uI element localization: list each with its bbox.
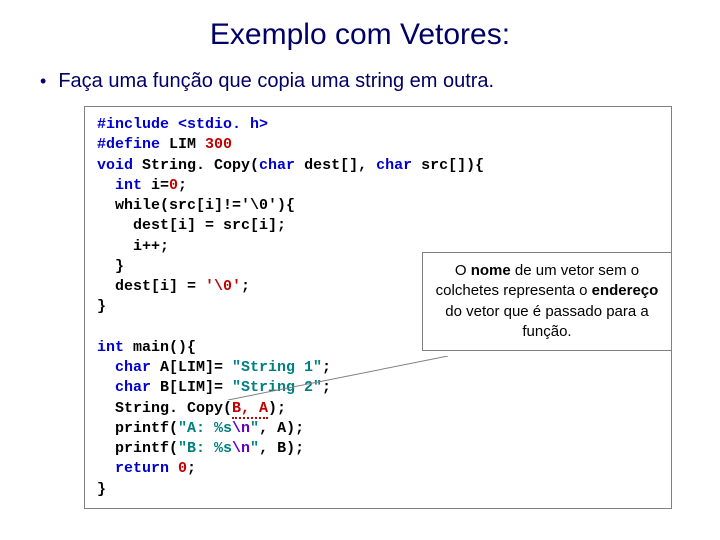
code-str: "String 1": [232, 359, 322, 376]
callout-text: do vetor que é passado para a função.: [445, 303, 648, 340]
code-txt: B[LIM]=: [160, 379, 232, 396]
code-txt: printf(: [97, 440, 178, 457]
code-kw: int: [97, 339, 133, 356]
code-txt: ;: [187, 460, 196, 477]
code-include: <stdio. h>: [178, 116, 268, 133]
callout-box: O nome de um vetor sem o colchetes repre…: [422, 252, 672, 351]
code-str: ": [250, 440, 259, 457]
code-txt: ;: [178, 177, 187, 194]
code-txt: }: [97, 298, 106, 315]
code-str: "B: %s: [178, 440, 232, 457]
code-txt: printf(: [97, 420, 178, 437]
code-num: 300: [205, 136, 232, 153]
code-txt: , B);: [259, 440, 304, 457]
code-esc: \n: [232, 440, 250, 457]
code-txt: i++;: [97, 238, 169, 255]
slide-title: Exemplo com Vetores:: [40, 18, 680, 52]
callout-bold: endereço: [592, 282, 659, 299]
code-txt: A[LIM]=: [160, 359, 232, 376]
code-kw: char: [376, 157, 412, 174]
code-str: "A: %s: [178, 420, 232, 437]
code-txt: main(){: [133, 339, 196, 356]
code-txt: dest[i] = src[i];: [97, 217, 286, 234]
bullet-row: • Faça uma função que copia uma string e…: [40, 68, 680, 94]
slide: Exemplo com Vetores: • Faça uma função q…: [0, 0, 720, 540]
code-txt: i=: [151, 177, 169, 194]
code-txt: dest[],: [295, 157, 376, 174]
code-kw: #define: [97, 136, 169, 153]
callout-bold: nome: [471, 262, 511, 279]
code-kw: int: [97, 177, 151, 194]
code-txt: }: [97, 258, 124, 275]
code-txt: ;: [322, 359, 331, 376]
code-kw: #include: [97, 116, 178, 133]
code-txt: LIM: [169, 136, 205, 153]
code-kw: char: [259, 157, 295, 174]
code-txt: dest[i] =: [97, 278, 205, 295]
code-kw: char: [97, 379, 160, 396]
code-str: "String 2": [232, 379, 322, 396]
code-txt: String. Copy(: [142, 157, 259, 174]
code-txt: , A);: [259, 420, 304, 437]
code-txt: String. Copy(: [97, 400, 232, 417]
code-chr: '\0': [205, 278, 241, 295]
code-highlight: B, A: [232, 400, 268, 419]
callout-text: O: [455, 262, 471, 279]
code-num: 0: [178, 460, 187, 477]
bullet-icon: •: [40, 68, 46, 94]
code-kw: void: [97, 157, 142, 174]
code-txt: ;: [241, 278, 250, 295]
code-txt: src[]){: [412, 157, 484, 174]
code-txt: while(src[i]!='\0'){: [97, 197, 295, 214]
code-txt: );: [268, 400, 286, 417]
code-txt: ;: [322, 379, 331, 396]
bullet-text: Faça uma função que copia uma string em …: [58, 68, 494, 94]
code-txt: }: [97, 481, 106, 498]
code-str: ": [250, 420, 259, 437]
code-esc: \n: [232, 420, 250, 437]
code-kw: return: [97, 460, 178, 477]
code-kw: char: [97, 359, 160, 376]
code-num: 0: [169, 177, 178, 194]
